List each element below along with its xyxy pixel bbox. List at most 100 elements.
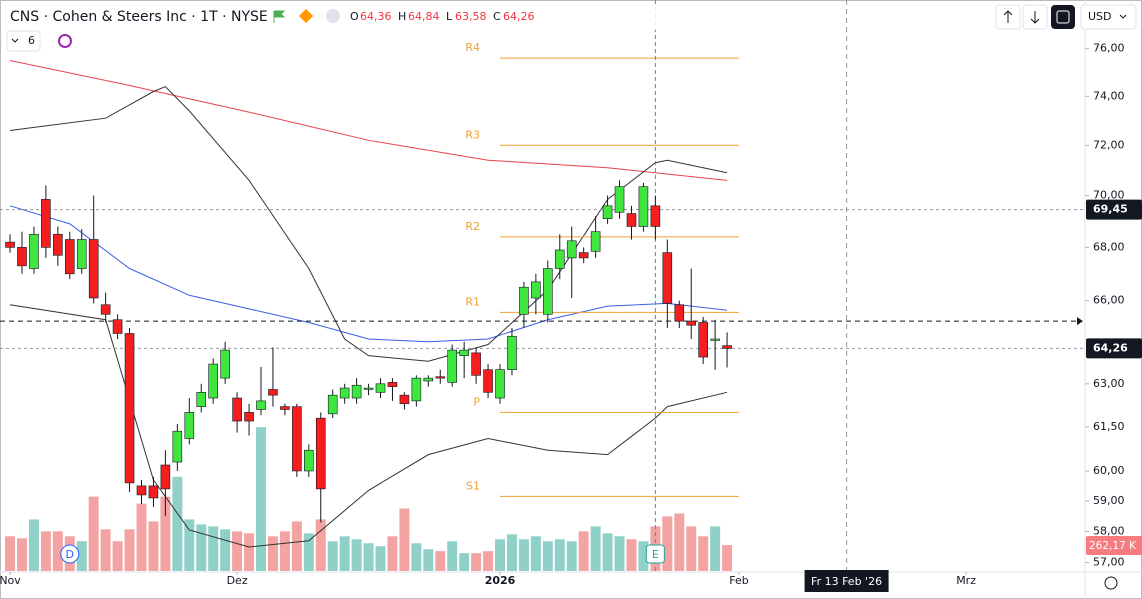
candle-body bbox=[292, 406, 302, 472]
refresh-icon[interactable] bbox=[58, 34, 72, 48]
y-tick-label: 63,00 bbox=[1093, 377, 1125, 390]
candle-body bbox=[507, 335, 517, 370]
volume-bar bbox=[602, 533, 613, 571]
candle-body bbox=[315, 417, 326, 490]
volume-label-bg bbox=[1086, 536, 1142, 555]
y-tick-label: 57,00 bbox=[1093, 556, 1125, 569]
volume-bar bbox=[291, 521, 302, 571]
pivot-label: R2 bbox=[465, 220, 480, 233]
pivot-label: S1 bbox=[466, 479, 480, 492]
candle-body bbox=[614, 186, 625, 213]
volume-bar bbox=[52, 531, 63, 571]
candle-body bbox=[519, 286, 529, 315]
volume-bar bbox=[339, 536, 350, 571]
volume-bar bbox=[518, 539, 529, 571]
volume-bar bbox=[423, 549, 434, 571]
volume-bar bbox=[315, 519, 326, 571]
y-tick-label: 66,00 bbox=[1093, 294, 1125, 307]
header-bg bbox=[2, 4, 722, 30]
y-tick-label: 74,00 bbox=[1093, 89, 1125, 102]
volume-bar bbox=[40, 531, 51, 571]
settings-icon[interactable] bbox=[1104, 576, 1118, 590]
volume-bar bbox=[16, 538, 27, 571]
volume-bar bbox=[196, 524, 207, 571]
volume-bar bbox=[279, 531, 290, 571]
dashed-arrow bbox=[1077, 317, 1083, 326]
volume-label: 262,17 K bbox=[1089, 540, 1137, 552]
volume-bar bbox=[220, 529, 231, 571]
candle-body bbox=[531, 281, 541, 299]
price-label: 64,26 bbox=[1093, 341, 1128, 354]
volume-bar bbox=[614, 536, 625, 571]
crosshair-label: Fr 13 Feb '26 bbox=[811, 575, 882, 588]
indicator-line bbox=[9, 59, 728, 181]
layout-button[interactable] bbox=[1051, 5, 1075, 29]
price-label: 69,45 bbox=[1093, 203, 1128, 216]
candle-body bbox=[650, 205, 661, 227]
ohlc-low: 63,58 bbox=[455, 10, 487, 23]
candle-body bbox=[339, 387, 350, 399]
candle-body bbox=[590, 231, 601, 252]
indicator-line bbox=[9, 304, 728, 548]
dividend-label: D bbox=[66, 548, 74, 561]
volume-bar bbox=[160, 496, 171, 571]
symbol: CNS · Cohen & Steers Inc · 1T · NYSE bbox=[10, 9, 268, 25]
candle-body bbox=[160, 464, 171, 490]
volume-bar bbox=[554, 539, 565, 571]
event-marker bbox=[645, 544, 665, 564]
ohlc-close: 64,26 bbox=[503, 10, 535, 23]
candle-body bbox=[387, 382, 398, 387]
candle-body bbox=[29, 233, 39, 269]
candle-body bbox=[423, 377, 434, 382]
y-tick-label: 60,00 bbox=[1093, 464, 1125, 477]
candle-body bbox=[327, 394, 338, 415]
candle-body bbox=[722, 345, 732, 349]
volume-bar bbox=[411, 543, 422, 571]
volume-bar bbox=[148, 521, 159, 571]
y-tick-label: 59,00 bbox=[1093, 494, 1125, 507]
currency-button[interactable] bbox=[1080, 4, 1137, 30]
x-tick-label: Dez bbox=[227, 574, 248, 587]
volume-bar bbox=[208, 526, 219, 571]
candle-body bbox=[268, 389, 278, 396]
volume-bar bbox=[722, 545, 733, 571]
volume-bar bbox=[483, 551, 494, 571]
candle-body bbox=[554, 249, 565, 269]
candle-body bbox=[148, 485, 159, 499]
y-tick-label: 72,00 bbox=[1093, 138, 1125, 151]
volume-bar bbox=[471, 553, 482, 571]
candle-body bbox=[64, 239, 75, 275]
indicator-line bbox=[9, 205, 728, 343]
ohlc-h: H bbox=[398, 10, 406, 23]
volume-bar bbox=[566, 541, 577, 571]
pivot-label: R1 bbox=[465, 295, 480, 308]
layout-icon bbox=[1056, 10, 1070, 24]
ohlc-o: O bbox=[350, 10, 359, 23]
up-arrow bbox=[1003, 10, 1013, 23]
volume-bar bbox=[674, 513, 685, 571]
volume-bar bbox=[232, 531, 243, 571]
candle-body bbox=[686, 320, 697, 326]
ohlc-high: 64,84 bbox=[408, 10, 440, 23]
candle-body bbox=[351, 384, 362, 399]
y-tick-label: 76,00 bbox=[1093, 42, 1125, 55]
candle-body bbox=[184, 412, 195, 439]
candle-body bbox=[483, 369, 493, 393]
volume-bar bbox=[435, 551, 446, 571]
candle-body bbox=[100, 304, 111, 315]
volume-bar bbox=[184, 519, 195, 571]
interval-count: 6 bbox=[28, 34, 35, 47]
candle-body bbox=[602, 205, 613, 220]
candle-body bbox=[698, 322, 708, 358]
volume-bar bbox=[710, 526, 721, 571]
volume-bar bbox=[375, 546, 386, 571]
candle-body bbox=[710, 338, 720, 341]
candle-body bbox=[435, 376, 446, 379]
candle-body bbox=[662, 252, 673, 304]
indicator-toggle[interactable] bbox=[6, 30, 41, 52]
candle-body bbox=[399, 394, 410, 405]
diamond-icon bbox=[298, 8, 314, 24]
x-tick-label: Mrz bbox=[956, 574, 976, 587]
volume-bar bbox=[506, 534, 517, 571]
